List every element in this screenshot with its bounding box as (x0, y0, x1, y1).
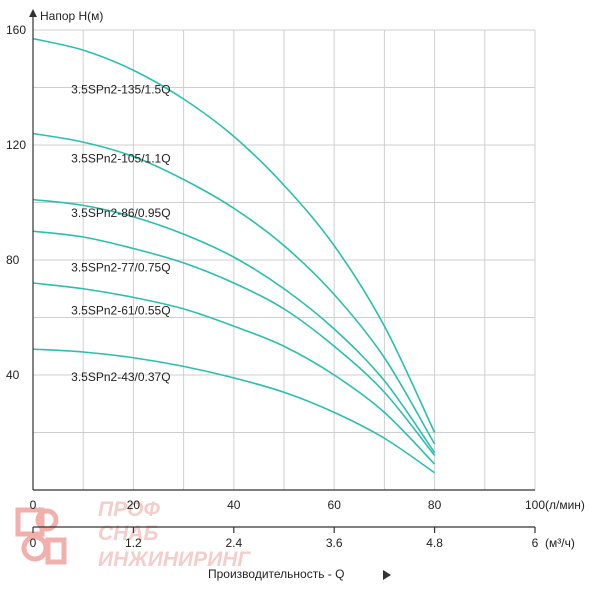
series-line-1 (32, 37, 436, 433)
curves (32, 37, 436, 474)
series-label: 3.5SPn2-135/1.5Q (71, 82, 170, 96)
watermark-line2: СНАБ (98, 522, 158, 545)
x-axis-arrow-icon (383, 570, 391, 580)
x-tick-label-bottom: 1.2 (125, 536, 142, 550)
x-axis-title: Производительность - Q (208, 567, 344, 581)
ticks: 160 120 80 40 0 20 40 60 80 100 0 1.2 2.4 3.6 4.8 6 (6, 23, 545, 550)
series-label: 3.5SPn2-61/0.55Q (71, 304, 170, 318)
axes: Напор Н(м) (л/мин) (м³/ч) Производительн… (29, 9, 585, 581)
x-tick-label-bottom: 3.6 (326, 536, 343, 550)
y-tick-label: 120 (6, 138, 26, 152)
series-label: 3.5SPn2-105/1.1Q (71, 151, 170, 165)
series-labels: 3.5SPn2-135/1.5Q 3.5SPn2-105/1.1Q 3.5SPn2-… (71, 82, 170, 384)
x-tick-label-bottom: 6 (532, 536, 539, 550)
series-line-6 (32, 348, 436, 474)
y-axis-arrow-icon (29, 9, 37, 17)
x-tick-label-top: 60 (328, 498, 342, 512)
watermark-line3: ИНЖИНИРИНГ (98, 548, 251, 571)
x-tick-label-bottom: 2.4 (225, 536, 242, 550)
y-tick-label: 80 (6, 253, 20, 267)
series-line-5 (32, 282, 436, 465)
series-label: 3.5SPn2-77/0.75Q (71, 261, 170, 275)
x-tick-label-top: 40 (227, 498, 241, 512)
x-tick-label-bottom: 0 (30, 536, 37, 550)
y-tick-label: 40 (6, 368, 20, 382)
x-tick-label-top: 0 (30, 498, 37, 512)
series-label: 3.5SPn2-43/0.37Q (71, 370, 170, 384)
x-tick-label-top: 80 (428, 498, 442, 512)
x-unit-top: (л/мин) (545, 498, 585, 512)
y-tick-label: 160 (6, 23, 26, 37)
series-line-4 (32, 230, 436, 456)
x-tick-label-top: 100 (525, 498, 545, 512)
y-axis-title: Напор Н(м) (40, 9, 103, 23)
series-label: 3.5SPn2-86/0.95Q (71, 206, 170, 220)
x-unit-bottom: (м³/ч) (545, 536, 575, 550)
watermark-logo: ПРОФ СНАБ ИНЖИНИРИНГ (15, 498, 251, 571)
x-tick-label-top: 20 (127, 498, 141, 512)
watermark-emblem-icon (15, 507, 67, 565)
series-line-3 (32, 198, 436, 454)
grid (32, 29, 536, 490)
watermark-line1: ПРОФ (98, 498, 160, 521)
x-tick-label-bottom: 4.8 (426, 536, 443, 550)
series-line-2 (32, 132, 436, 445)
